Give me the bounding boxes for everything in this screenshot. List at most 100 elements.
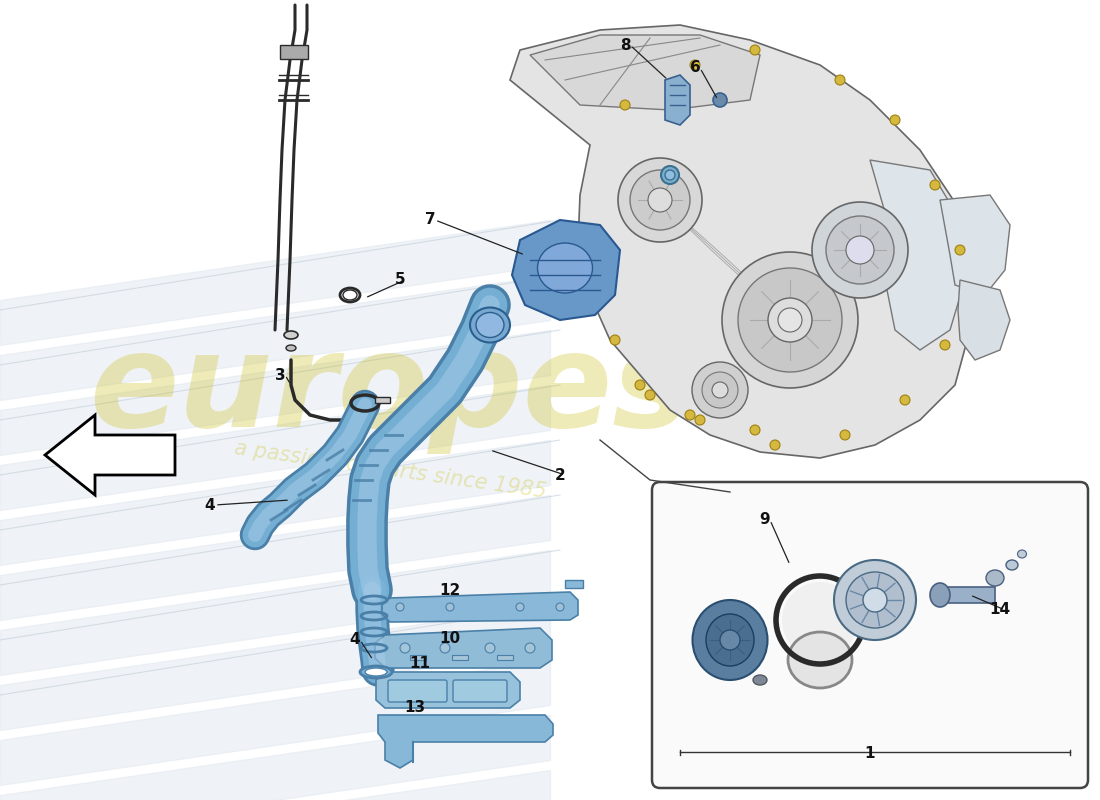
Circle shape [930, 180, 940, 190]
FancyBboxPatch shape [388, 680, 447, 702]
Ellipse shape [661, 166, 679, 184]
Text: 1: 1 [865, 746, 876, 761]
Text: 14: 14 [989, 602, 1011, 618]
Ellipse shape [754, 675, 767, 685]
Circle shape [720, 630, 740, 650]
Ellipse shape [693, 600, 768, 680]
Circle shape [485, 643, 495, 653]
Circle shape [648, 188, 672, 212]
Circle shape [620, 100, 630, 110]
Text: 11: 11 [409, 656, 430, 671]
Circle shape [713, 93, 727, 107]
Circle shape [840, 430, 850, 440]
Text: europes: europes [89, 326, 691, 454]
Circle shape [618, 158, 702, 242]
Polygon shape [940, 195, 1010, 295]
Ellipse shape [538, 243, 593, 293]
FancyBboxPatch shape [453, 680, 507, 702]
Text: 12: 12 [439, 583, 461, 598]
Ellipse shape [343, 290, 358, 300]
Circle shape [695, 415, 705, 425]
Circle shape [900, 395, 910, 405]
Ellipse shape [788, 632, 853, 688]
Polygon shape [375, 628, 552, 668]
Ellipse shape [365, 668, 387, 676]
Circle shape [690, 60, 700, 70]
Bar [375, 397, 390, 403]
Circle shape [846, 236, 874, 264]
Polygon shape [870, 160, 965, 350]
Circle shape [396, 603, 404, 611]
Ellipse shape [476, 313, 504, 338]
Polygon shape [510, 25, 975, 458]
Circle shape [556, 603, 564, 611]
Ellipse shape [846, 572, 904, 628]
Circle shape [770, 440, 780, 450]
Ellipse shape [286, 345, 296, 351]
Circle shape [812, 202, 907, 298]
Bar [940, 587, 996, 603]
Circle shape [635, 380, 645, 390]
Text: 6: 6 [690, 61, 701, 75]
Text: 2: 2 [554, 467, 565, 482]
Polygon shape [666, 75, 690, 125]
Polygon shape [382, 592, 578, 622]
Text: 9: 9 [760, 513, 770, 527]
Text: 3: 3 [275, 367, 285, 382]
Circle shape [702, 372, 738, 408]
Bar [497, 655, 513, 660]
Bar [452, 655, 468, 660]
Bar [565, 580, 583, 588]
Ellipse shape [360, 666, 392, 678]
Circle shape [835, 75, 845, 85]
Circle shape [768, 298, 812, 342]
Circle shape [864, 588, 887, 612]
Text: 5: 5 [395, 273, 405, 287]
Circle shape [826, 216, 894, 284]
Circle shape [750, 425, 760, 435]
Ellipse shape [706, 614, 754, 666]
Circle shape [712, 382, 728, 398]
Polygon shape [512, 220, 620, 320]
Circle shape [400, 643, 410, 653]
Ellipse shape [1018, 550, 1026, 558]
Circle shape [955, 245, 965, 255]
Circle shape [446, 603, 454, 611]
Circle shape [778, 308, 802, 332]
Polygon shape [45, 415, 175, 495]
Circle shape [692, 362, 748, 418]
Text: a passion for parts since 1985: a passion for parts since 1985 [232, 438, 548, 502]
Circle shape [525, 643, 535, 653]
Text: 7: 7 [425, 213, 436, 227]
Circle shape [940, 340, 950, 350]
Ellipse shape [284, 331, 298, 339]
Circle shape [890, 115, 900, 125]
Polygon shape [958, 280, 1010, 360]
Text: 4: 4 [350, 633, 361, 647]
Circle shape [685, 410, 695, 420]
Circle shape [738, 268, 842, 372]
Polygon shape [378, 715, 553, 768]
Circle shape [645, 390, 654, 400]
Ellipse shape [930, 583, 950, 607]
Polygon shape [530, 35, 760, 110]
Ellipse shape [834, 560, 916, 640]
Circle shape [610, 335, 620, 345]
Text: 8: 8 [619, 38, 630, 53]
Text: 13: 13 [405, 700, 426, 715]
Ellipse shape [986, 570, 1004, 586]
Text: 4: 4 [205, 498, 216, 513]
Ellipse shape [470, 307, 510, 342]
Text: 10: 10 [439, 631, 461, 646]
Circle shape [440, 643, 450, 653]
Circle shape [630, 170, 690, 230]
Polygon shape [376, 672, 520, 708]
Circle shape [722, 252, 858, 388]
Circle shape [516, 603, 524, 611]
Circle shape [782, 582, 858, 658]
Bar [280, 45, 308, 59]
Circle shape [590, 285, 600, 295]
Ellipse shape [666, 170, 675, 180]
Ellipse shape [1006, 560, 1018, 570]
Circle shape [750, 45, 760, 55]
